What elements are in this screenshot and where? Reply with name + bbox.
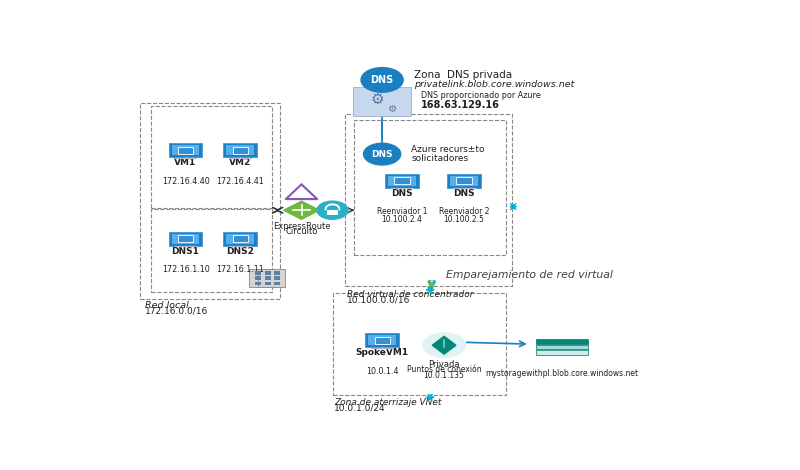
Text: 10.0.1.0/24: 10.0.1.0/24 [334, 404, 386, 413]
FancyBboxPatch shape [368, 335, 396, 345]
Bar [354, 120, 506, 256]
FancyBboxPatch shape [353, 87, 411, 117]
FancyBboxPatch shape [249, 269, 276, 287]
Text: privatelink.blob.core.windows.net: privatelink.blob.core.windows.net [414, 80, 574, 89]
Text: Puntos de conexión: Puntos de conexión [406, 366, 482, 375]
FancyBboxPatch shape [255, 271, 261, 274]
Text: Privada: Privada [428, 360, 460, 368]
Text: Red local: Red local [145, 301, 188, 310]
Text: Zona de aterrizaje VNet: Zona de aterrizaje VNet [334, 398, 442, 407]
FancyBboxPatch shape [265, 276, 271, 280]
FancyBboxPatch shape [450, 176, 478, 186]
FancyBboxPatch shape [456, 178, 471, 184]
Text: Azure recurs±to: Azure recurs±to [411, 145, 485, 154]
Text: 172.16.1.11: 172.16.1.11 [216, 265, 264, 274]
Text: 10.100.0.0/16: 10.100.0.0/16 [346, 296, 410, 305]
FancyBboxPatch shape [385, 174, 419, 188]
Text: ⚙: ⚙ [389, 104, 398, 114]
Text: DNS1: DNS1 [172, 247, 199, 256]
FancyBboxPatch shape [265, 271, 271, 274]
Polygon shape [284, 201, 319, 219]
FancyBboxPatch shape [265, 276, 270, 280]
Text: Reenviador 1: Reenviador 1 [377, 207, 427, 216]
Text: ExpressRoute: ExpressRoute [273, 222, 330, 231]
Text: DNS: DNS [391, 189, 413, 198]
Text: mystoragewithpl.blob.core.windows.net: mystoragewithpl.blob.core.windows.net [486, 369, 638, 378]
FancyBboxPatch shape [265, 282, 270, 285]
FancyBboxPatch shape [265, 282, 271, 285]
FancyBboxPatch shape [447, 174, 481, 188]
Text: Emparejamiento de red virtual: Emparejamiento de red virtual [446, 270, 613, 280]
Bar [140, 103, 280, 299]
FancyBboxPatch shape [265, 271, 270, 274]
Text: DNS proporcionado por Azure: DNS proporcionado por Azure [421, 91, 540, 100]
FancyBboxPatch shape [274, 282, 280, 285]
Text: solicitadores: solicitadores [411, 154, 468, 163]
FancyBboxPatch shape [169, 232, 202, 246]
Polygon shape [432, 337, 456, 354]
Text: Circuito: Circuito [286, 227, 318, 236]
Text: 172.16.0.0/16: 172.16.0.0/16 [145, 307, 208, 316]
Circle shape [361, 68, 403, 92]
Text: DNS2: DNS2 [226, 247, 254, 256]
FancyBboxPatch shape [366, 333, 399, 347]
Text: 172.16.4.41: 172.16.4.41 [216, 177, 264, 186]
Text: ⇔: ⇔ [428, 276, 436, 287]
FancyBboxPatch shape [255, 282, 261, 285]
FancyBboxPatch shape [536, 339, 588, 345]
FancyBboxPatch shape [536, 345, 588, 350]
FancyBboxPatch shape [327, 210, 338, 215]
FancyBboxPatch shape [172, 145, 199, 156]
Text: DNS: DNS [370, 75, 394, 85]
FancyBboxPatch shape [233, 147, 248, 154]
FancyBboxPatch shape [178, 147, 193, 154]
FancyBboxPatch shape [169, 143, 202, 157]
FancyBboxPatch shape [233, 235, 248, 243]
Text: 10.0.1.135: 10.0.1.135 [424, 371, 465, 380]
FancyBboxPatch shape [388, 176, 416, 186]
Text: Zona  DNS privada: Zona DNS privada [414, 70, 513, 80]
Text: ⚙: ⚙ [370, 92, 384, 107]
Text: 10.100.2.4: 10.100.2.4 [382, 215, 422, 224]
FancyBboxPatch shape [394, 178, 410, 184]
Bar [151, 106, 272, 208]
Text: 172.16.1.10: 172.16.1.10 [162, 265, 210, 274]
Text: Reenviador 2: Reenviador 2 [438, 207, 489, 216]
FancyBboxPatch shape [274, 276, 280, 280]
FancyBboxPatch shape [172, 234, 199, 244]
Text: VM2: VM2 [229, 158, 251, 167]
Text: 172.16.4.40: 172.16.4.40 [162, 177, 210, 186]
Bar [151, 210, 272, 291]
FancyBboxPatch shape [223, 232, 257, 246]
FancyBboxPatch shape [178, 235, 193, 243]
Text: 168.63.129.16: 168.63.129.16 [421, 100, 499, 110]
Text: Red virtual de concentrador: Red virtual de concentrador [346, 290, 474, 299]
FancyBboxPatch shape [274, 271, 280, 274]
Text: SpokeVM1: SpokeVM1 [355, 348, 409, 358]
Circle shape [363, 143, 401, 165]
Text: VM1: VM1 [174, 158, 197, 167]
Circle shape [423, 333, 466, 358]
FancyBboxPatch shape [223, 143, 257, 157]
FancyBboxPatch shape [374, 337, 390, 344]
Bar [333, 293, 506, 395]
Text: DNS: DNS [453, 189, 474, 198]
Text: 10.100.2.5: 10.100.2.5 [443, 215, 484, 224]
Text: DNS: DNS [371, 149, 393, 158]
FancyBboxPatch shape [536, 350, 588, 354]
Bar [345, 114, 512, 286]
FancyBboxPatch shape [226, 234, 254, 244]
FancyBboxPatch shape [226, 145, 254, 156]
Text: 10.0.1.4: 10.0.1.4 [366, 367, 398, 376]
FancyBboxPatch shape [255, 276, 261, 280]
FancyBboxPatch shape [258, 269, 286, 287]
Circle shape [317, 201, 348, 219]
